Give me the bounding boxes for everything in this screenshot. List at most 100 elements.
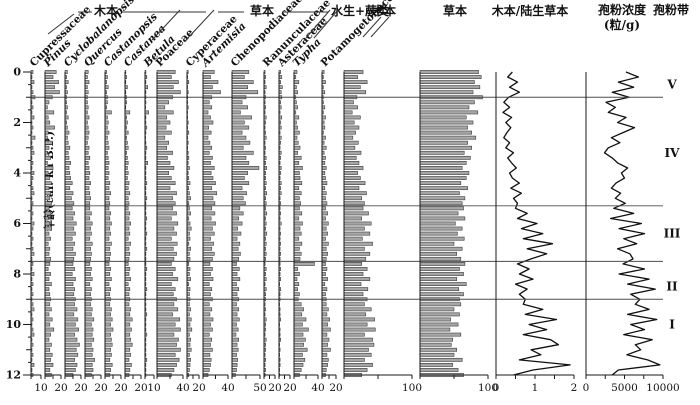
- bar-total-arboreal: [343, 251, 371, 256]
- bar-typha: [293, 145, 301, 150]
- bar-potamogetonaceae: [321, 145, 327, 150]
- bar-artemisia: [202, 120, 214, 125]
- bar-total-herbs: [419, 130, 472, 135]
- bar-cupressaceae: [30, 135, 36, 140]
- bar-poaceae: [156, 312, 173, 317]
- bar-typha: [293, 221, 303, 226]
- bar-poaceae: [156, 362, 177, 367]
- bar-typha: [293, 322, 303, 327]
- bar-typha: [293, 251, 302, 256]
- bar-artemisia: [202, 206, 213, 211]
- bar-cyclobalanopsis: [64, 191, 74, 196]
- bar-quercus: [84, 206, 91, 211]
- bar-chenopodiaceae: [231, 206, 241, 211]
- bar-castanopsis: [104, 307, 112, 312]
- zone-label-I: I: [669, 318, 675, 332]
- curve-ap-nap-ratio: [502, 71, 571, 376]
- bar-chenopodiaceae: [231, 327, 239, 332]
- bar-cyclobalanopsis: [64, 226, 75, 231]
- column-ap-nap-ratio: [502, 71, 571, 376]
- bar-typha: [293, 282, 300, 287]
- bar-total-arboreal: [343, 261, 362, 266]
- bar-typha: [293, 292, 300, 297]
- bar-poaceae: [156, 322, 176, 327]
- bar-potamogetonaceae: [321, 261, 326, 266]
- bar-castanopsis: [104, 246, 111, 251]
- bar-total-arboreal: [343, 140, 359, 145]
- bar-chenopodiaceae: [231, 357, 238, 362]
- bar-artemisia: [202, 226, 213, 231]
- bar-castanea: [124, 357, 130, 362]
- bar-castanea: [124, 307, 131, 312]
- bar-quercus: [84, 166, 90, 170]
- bar-castanea: [124, 241, 131, 246]
- bar-total-herbs: [419, 302, 462, 307]
- column-castanopsis: [104, 70, 114, 377]
- bar-cyclobalanopsis: [64, 211, 75, 216]
- curve-pollen-concentration: [603, 71, 661, 376]
- bar-poaceae: [156, 287, 176, 292]
- bar-pinus: [44, 307, 52, 312]
- bar-total-arboreal: [343, 226, 365, 231]
- bar-total-arboreal: [343, 110, 353, 115]
- bar-poaceae: [156, 186, 171, 191]
- bar-pinus: [44, 166, 54, 170]
- bar-poaceae: [156, 176, 172, 180]
- bar-total-arboreal: [343, 236, 363, 241]
- bar-total-arboreal: [343, 267, 368, 271]
- bar-castanea: [124, 191, 131, 196]
- bar-typha: [293, 115, 300, 120]
- bar-total-herbs: [419, 100, 475, 105]
- bar-typha: [293, 105, 298, 110]
- bar-chenopodiaceae: [231, 231, 242, 236]
- bar-castanopsis: [104, 352, 112, 357]
- bar-total-herbs: [419, 231, 458, 236]
- bar-artemisia: [202, 216, 212, 221]
- bar-artemisia: [202, 100, 210, 105]
- bar-quercus: [84, 312, 92, 317]
- bar-typha: [293, 342, 304, 347]
- bar-chenopodiaceae: [231, 246, 239, 251]
- bar-cyperaceae: [186, 317, 192, 322]
- bar-total-herbs: [419, 216, 466, 221]
- bar-chenopodiaceae: [231, 125, 250, 130]
- axis-total-herbs: 100草本: [419, 72, 498, 394]
- column-cupressaceae: [30, 70, 36, 377]
- bar-total-herbs: [419, 347, 458, 352]
- column-quercus: [84, 70, 95, 377]
- x-tick-label-betula: 10: [147, 382, 160, 394]
- bar-quercus: [84, 287, 92, 292]
- bar-potamogetonaceae: [321, 231, 328, 236]
- bar-potamogetonaceae: [321, 357, 329, 362]
- bar-castanea: [124, 181, 130, 186]
- bar-pinus: [44, 342, 52, 347]
- bar-poaceae: [156, 105, 166, 110]
- bar-total-herbs: [419, 110, 479, 115]
- bar-total-arboreal: [343, 277, 371, 281]
- bar-chenopodiaceae: [231, 368, 237, 372]
- bar-quercus: [84, 322, 92, 327]
- bar-cyclobalanopsis: [64, 201, 75, 206]
- bar-quercus: [84, 317, 95, 322]
- bar-pinus: [44, 312, 50, 317]
- bar-chenopodiaceae: [231, 70, 250, 74]
- bar-castanopsis: [104, 191, 111, 196]
- bar-castanopsis: [104, 317, 113, 322]
- bar-typha: [293, 327, 309, 332]
- bar-total-arboreal: [343, 161, 360, 165]
- bar-total-herbs: [419, 221, 456, 226]
- bar-artemisia: [202, 115, 211, 120]
- bar-cyperaceae: [186, 226, 192, 231]
- bar-pinus: [44, 125, 55, 130]
- bar-poaceae: [156, 206, 173, 211]
- bar-castanopsis: [104, 327, 114, 332]
- bar-poaceae: [156, 251, 177, 256]
- bar-typha: [293, 211, 303, 216]
- bar-chenopodiaceae: [231, 261, 237, 266]
- bar-artemisia: [202, 322, 211, 327]
- bar-artemisia: [202, 272, 211, 276]
- bar-poaceae: [156, 75, 172, 79]
- bar-castanea: [124, 226, 130, 231]
- bar-total-herbs: [419, 272, 464, 276]
- x-tick-label-pinus: 20: [54, 382, 67, 394]
